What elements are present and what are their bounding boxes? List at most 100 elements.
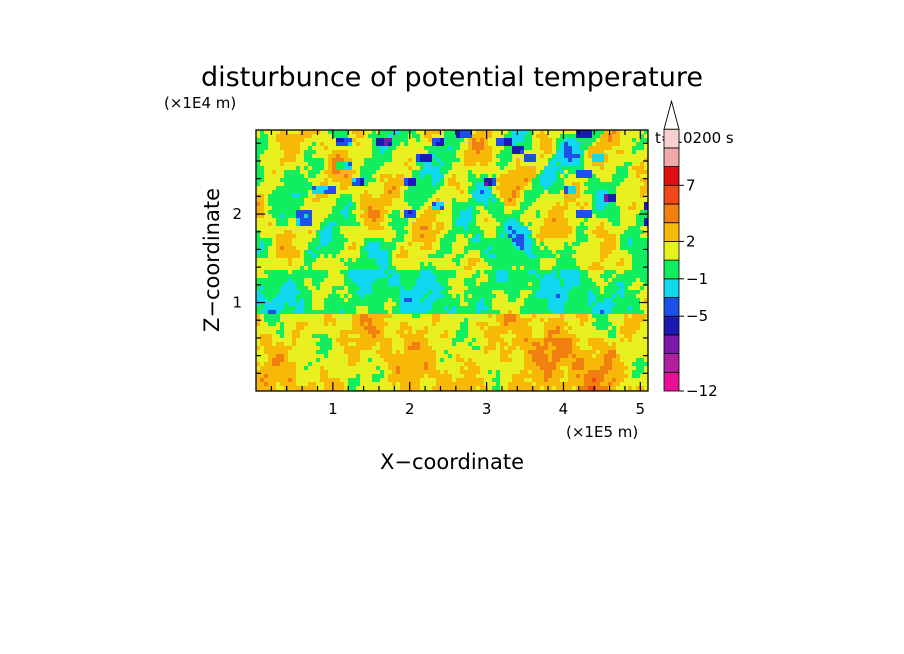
heatmap-cell	[260, 174, 265, 179]
heatmap-cell	[524, 290, 529, 295]
heatmap-cell	[592, 234, 597, 239]
heatmap-cell	[360, 330, 365, 335]
heatmap-cell	[628, 198, 633, 203]
heatmap-cell	[624, 170, 629, 175]
heatmap-cell	[288, 306, 293, 311]
heatmap-cell	[312, 222, 317, 227]
heatmap-cell	[264, 162, 269, 167]
heatmap-cell	[324, 174, 329, 179]
heatmap-cell	[468, 154, 473, 159]
heatmap-cell	[460, 322, 465, 327]
heatmap-cell	[404, 322, 409, 327]
heatmap-cell	[444, 306, 449, 311]
heatmap-cell	[556, 146, 561, 151]
heatmap-cell	[616, 130, 621, 135]
heatmap-cell	[560, 202, 565, 207]
heatmap-cell	[540, 322, 545, 327]
heatmap-cell	[384, 254, 389, 259]
heatmap-cell	[360, 190, 365, 195]
heatmap-cell	[288, 190, 293, 195]
heatmap-cell	[292, 242, 297, 247]
heatmap-cell	[260, 130, 265, 135]
heatmap-cell	[568, 178, 573, 183]
heatmap-cell	[460, 274, 465, 279]
heatmap-cell	[644, 130, 648, 135]
heatmap-cell	[468, 322, 473, 327]
heatmap-cell	[340, 182, 345, 187]
heatmap-cell	[340, 134, 345, 139]
heatmap-cell	[532, 290, 537, 295]
heatmap-cell	[584, 270, 589, 275]
heatmap-cell	[304, 166, 309, 171]
heatmap-cell	[484, 182, 489, 187]
heatmap-cell	[536, 322, 541, 327]
heatmap-cell	[612, 210, 617, 215]
heatmap-cell	[544, 306, 549, 311]
heatmap-cell	[440, 330, 445, 335]
heatmap-cell	[364, 210, 369, 215]
heatmap-cell	[352, 158, 357, 163]
heatmap-cell	[584, 318, 589, 323]
heatmap-cell	[344, 186, 349, 191]
heatmap-cell	[432, 194, 437, 199]
heatmap-cell	[488, 194, 493, 199]
heatmap-cell	[296, 234, 301, 239]
heatmap-cell	[412, 202, 417, 207]
heatmap-cell	[312, 162, 317, 167]
heatmap-cell	[308, 242, 313, 247]
heatmap-cell	[476, 298, 481, 303]
heatmap-cell	[384, 326, 389, 331]
heatmap-cell	[372, 242, 377, 247]
heatmap-cell	[424, 190, 429, 195]
heatmap-cell	[552, 310, 557, 315]
heatmap-cell	[612, 262, 617, 267]
heatmap-cell	[264, 326, 269, 331]
heatmap-cell	[420, 210, 425, 215]
heatmap-cell	[360, 222, 365, 227]
heatmap-cell	[624, 174, 629, 179]
heatmap-cell	[356, 130, 361, 135]
heatmap-cell	[592, 210, 597, 215]
heatmap-cell	[464, 222, 469, 227]
heatmap-cell	[580, 250, 585, 255]
heatmap-cell	[452, 214, 457, 219]
heatmap-cell	[644, 270, 648, 275]
heatmap-cell	[344, 162, 349, 167]
heatmap-cell	[608, 278, 613, 283]
heatmap-cell	[276, 158, 281, 163]
heatmap-cell	[540, 218, 545, 223]
heatmap-cell	[424, 302, 429, 307]
heatmap-cell	[556, 238, 561, 243]
heatmap-cell	[320, 134, 325, 139]
heatmap-cell	[536, 254, 541, 259]
heatmap-cell	[472, 166, 477, 171]
heatmap-cell	[460, 238, 465, 243]
heatmap-cell	[620, 254, 625, 259]
heatmap-cell	[300, 302, 305, 307]
heatmap-cell	[572, 178, 577, 183]
heatmap-cell	[624, 138, 629, 143]
heatmap-cell	[288, 178, 293, 183]
heatmap-cell	[572, 230, 577, 235]
heatmap-cell	[372, 130, 377, 135]
heatmap-cell	[260, 322, 265, 327]
heatmap-cell	[540, 290, 545, 295]
heatmap-cell	[548, 314, 553, 319]
heatmap-cell	[372, 330, 377, 335]
heatmap-cell	[524, 186, 529, 191]
heatmap-cell	[620, 174, 625, 179]
heatmap-cell	[460, 162, 465, 167]
heatmap-cell	[412, 314, 417, 319]
heatmap-cell	[320, 186, 325, 191]
heatmap-cell	[428, 166, 433, 171]
heatmap-cell	[644, 250, 648, 255]
heatmap-cell	[304, 278, 309, 283]
heatmap-cell	[256, 206, 261, 211]
heatmap-cell	[436, 326, 441, 331]
heatmap-cell	[424, 218, 429, 223]
heatmap-cell	[276, 154, 281, 159]
heatmap-cell	[288, 294, 293, 299]
heatmap-cell	[432, 310, 437, 315]
heatmap-cell	[424, 154, 429, 159]
heatmap-cell	[364, 182, 369, 187]
